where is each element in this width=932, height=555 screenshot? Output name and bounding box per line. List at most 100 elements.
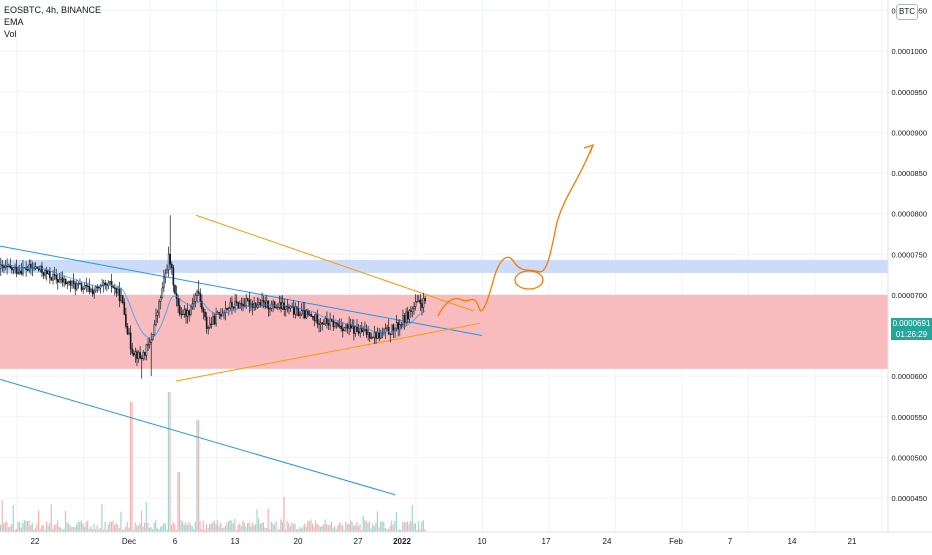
volume-bar <box>405 522 407 532</box>
candle <box>272 301 274 305</box>
volume-bar <box>411 504 413 532</box>
candle <box>53 274 56 276</box>
volume-bar <box>152 529 154 532</box>
volume-bar <box>188 521 190 532</box>
volume-bar <box>256 509 258 532</box>
volume-bar <box>300 528 303 532</box>
candle <box>90 289 92 293</box>
volume-bar <box>114 524 116 532</box>
candle <box>275 307 278 309</box>
time-axis[interactable]: 22 Dec 6 13 20 27 2022 10 17 24 Feb 7 14 21 <box>0 531 932 546</box>
currency-badge[interactable]: BTC <box>896 4 918 20</box>
volume-bar <box>406 521 409 532</box>
candle <box>228 307 230 310</box>
volume-bar <box>251 522 253 532</box>
volume-bar <box>91 528 94 532</box>
candle <box>159 297 162 302</box>
candle <box>310 314 312 317</box>
volume-bar <box>134 522 136 532</box>
indicator-vol[interactable]: Vol <box>4 29 17 39</box>
volume-bar <box>142 526 144 532</box>
candle <box>419 299 422 304</box>
candle <box>38 268 40 271</box>
last-price-label: 0.0000691 01:26:29 <box>891 318 932 340</box>
volume-bar <box>3 523 5 532</box>
candle <box>248 300 251 307</box>
volume-bar <box>273 524 276 532</box>
x-tick-label: 10 <box>478 537 487 546</box>
candle <box>68 280 70 283</box>
candle <box>399 324 401 330</box>
volume-bar <box>280 519 282 532</box>
x-tick-label: 20 <box>294 537 303 546</box>
candle <box>131 348 134 354</box>
candle <box>378 332 380 339</box>
candle <box>321 322 323 325</box>
volume-bar <box>204 529 206 532</box>
candle <box>391 324 393 335</box>
price-axis[interactable]: 0.00010500.00010000.00009500.00009000.00… <box>887 0 927 532</box>
candle <box>414 301 417 307</box>
candle <box>361 327 363 333</box>
candle <box>201 300 203 310</box>
y-tick-label: 0.0000800 <box>892 210 927 219</box>
candle <box>0 264 2 269</box>
candle <box>277 306 279 309</box>
candle <box>351 325 354 329</box>
candle <box>79 283 81 285</box>
candle <box>231 302 233 308</box>
volume-bar <box>82 523 84 532</box>
volume-bar <box>69 525 71 532</box>
volume-bar <box>311 523 314 532</box>
symbol-title[interactable]: EOSBTC, 4h, BINANCE <box>4 5 102 15</box>
volume-bar <box>96 524 98 532</box>
volume-bar <box>171 525 173 532</box>
candle <box>387 326 390 334</box>
volume-bar <box>285 529 287 532</box>
candle <box>207 327 210 329</box>
candle <box>250 303 252 307</box>
volume-bar <box>307 520 309 532</box>
volume-bar <box>277 529 279 532</box>
volume-bar <box>216 520 219 532</box>
ema-line <box>0 264 426 339</box>
volume-bar <box>25 520 27 532</box>
y-tick-label: 0.0000550 <box>892 413 927 422</box>
volume-bar <box>205 524 208 532</box>
volume-bar <box>145 502 147 532</box>
candle <box>178 305 181 315</box>
volume-bar <box>324 519 326 532</box>
candle <box>209 323 211 328</box>
candle <box>136 351 138 359</box>
volume-bar <box>144 522 146 532</box>
volume-bar <box>106 529 108 532</box>
candle <box>392 324 395 331</box>
volume-bar <box>228 520 230 532</box>
candle <box>110 281 113 288</box>
volume-bar <box>68 523 70 532</box>
volume-bar <box>53 524 56 532</box>
candle <box>190 306 192 315</box>
candle <box>95 286 97 292</box>
candle <box>313 316 316 321</box>
volume-bar <box>223 527 225 532</box>
volume-bar <box>326 523 328 532</box>
legend: EOSBTC, 4h, BINANCE EMA Vol <box>4 4 101 40</box>
volume-bar <box>354 525 356 532</box>
projection-ellipse <box>514 270 544 290</box>
volume-bar <box>6 521 8 532</box>
candle <box>356 326 358 332</box>
volume-bar <box>182 521 184 532</box>
candle <box>324 318 327 324</box>
volume-bar <box>313 526 315 532</box>
candle <box>74 283 76 290</box>
volume-bar <box>226 522 228 532</box>
volume-bar <box>199 521 201 532</box>
candle <box>234 301 236 309</box>
candle <box>196 291 198 296</box>
volume-bar <box>174 523 176 532</box>
volume-bar <box>63 528 65 532</box>
arrowhead-icon <box>583 143 595 154</box>
indicator-ema[interactable]: EMA <box>4 17 24 27</box>
